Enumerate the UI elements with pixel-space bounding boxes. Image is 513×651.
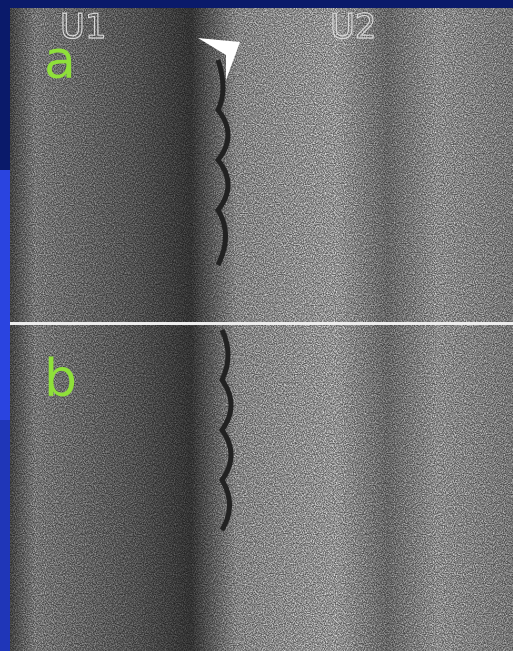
divider: [10, 322, 513, 325]
panel-a: [10, 8, 513, 323]
micrograph-figure: U1 U2 a b: [0, 0, 513, 651]
background-strip: [0, 170, 10, 420]
panel-shading: [10, 325, 513, 651]
marker-label: U2: [330, 7, 377, 47]
panel-label: a: [44, 31, 76, 91]
panel-b: [10, 325, 513, 651]
panel-shading: [10, 8, 513, 323]
panel-label: b: [44, 349, 77, 409]
page: U1 U2 a b (() => { const data = JSON.par…: [0, 0, 513, 651]
